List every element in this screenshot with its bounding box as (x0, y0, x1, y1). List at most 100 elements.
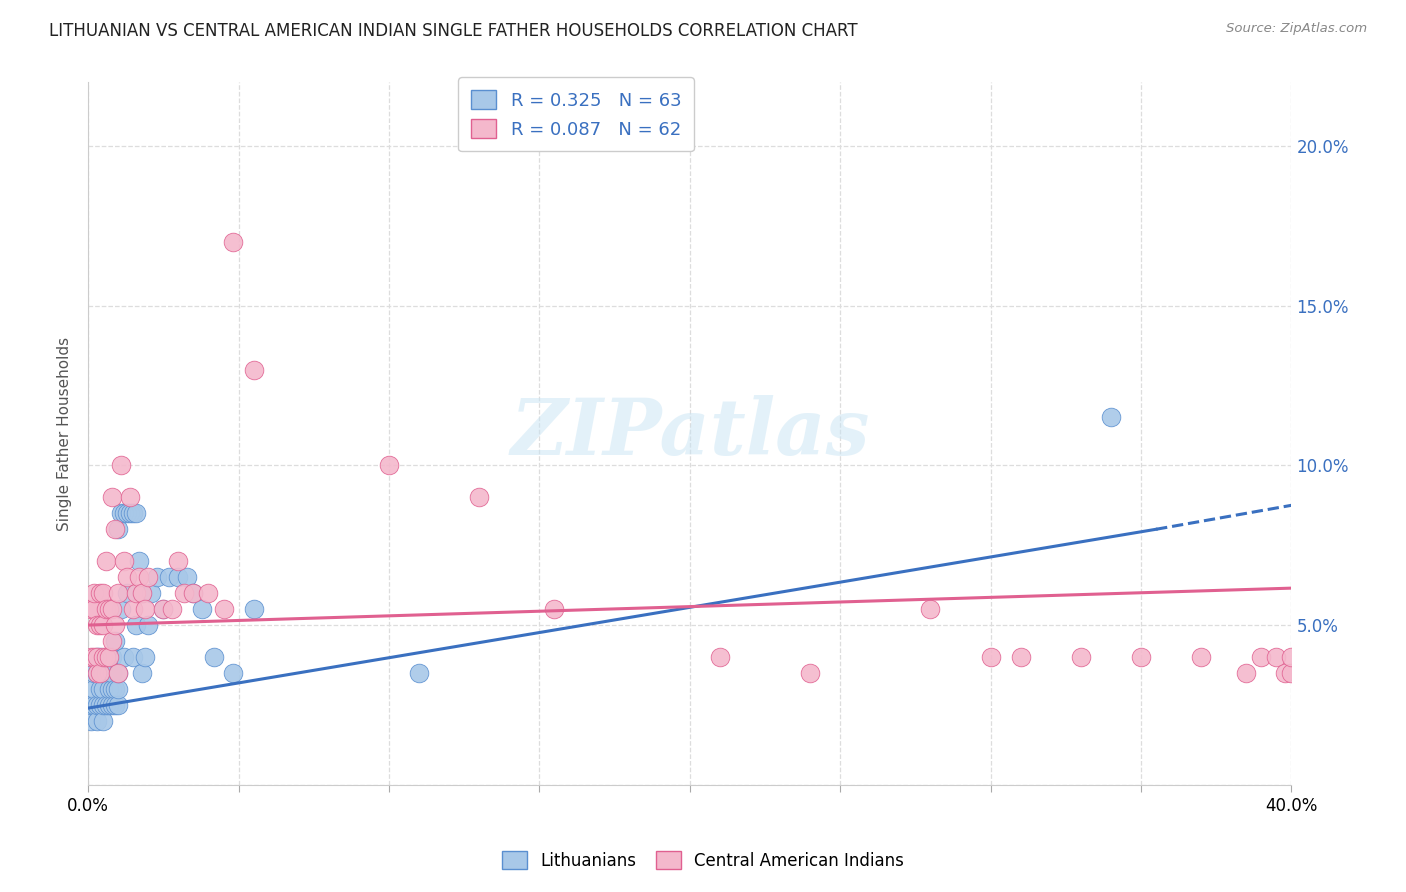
Point (146, 570, 169, 584)
Point (408, 665, 430, 680)
Point (96, 698, 118, 712)
Point (80, 698, 103, 712)
Point (1234, 665, 1257, 680)
Point (543, 602, 565, 616)
Point (799, 665, 821, 680)
Point (80, 650, 103, 665)
Point (242, 362, 264, 376)
Point (141, 586, 163, 600)
Point (122, 506, 145, 520)
Point (89, 618, 111, 632)
Point (98, 665, 121, 680)
Point (167, 570, 190, 584)
Point (152, 602, 174, 616)
Point (98, 698, 121, 712)
Point (80, 714, 103, 728)
Point (86, 665, 108, 680)
Point (134, 602, 156, 616)
Point (1265, 650, 1288, 665)
Point (131, 586, 153, 600)
Point (1130, 650, 1153, 665)
Point (1070, 650, 1092, 665)
Point (86, 650, 108, 665)
Point (96, 602, 118, 616)
Point (89, 665, 111, 680)
Point (101, 491, 124, 505)
Text: ZIPatlas: ZIPatlas (510, 395, 869, 472)
Point (91, 681, 114, 696)
Point (167, 554, 190, 568)
Point (128, 570, 150, 584)
Point (104, 698, 127, 712)
Point (91, 618, 114, 632)
Point (98, 602, 121, 616)
Point (107, 665, 129, 680)
Point (162, 602, 184, 616)
Point (89, 681, 111, 696)
Point (98, 650, 121, 665)
Point (709, 650, 731, 665)
Point (89, 698, 111, 712)
Point (117, 506, 139, 520)
Point (86, 714, 108, 728)
Point (117, 586, 139, 600)
Point (176, 570, 198, 584)
Point (107, 681, 129, 696)
Point (110, 602, 132, 616)
Point (122, 602, 145, 616)
Point (120, 491, 142, 505)
Point (378, 458, 401, 473)
Point (120, 506, 142, 520)
Point (128, 554, 150, 568)
Point (112, 650, 135, 665)
Point (980, 650, 1002, 665)
Point (468, 491, 491, 505)
Point (131, 665, 153, 680)
Point (86, 650, 108, 665)
Point (117, 570, 139, 584)
Point (98, 650, 121, 665)
Point (1010, 650, 1032, 665)
Point (1250, 650, 1272, 665)
Text: Source: ZipAtlas.com: Source: ZipAtlas.com (1226, 22, 1367, 36)
Point (1274, 665, 1296, 680)
Point (131, 586, 153, 600)
Point (1189, 650, 1212, 665)
Point (112, 506, 135, 520)
Point (80, 602, 103, 616)
Point (86, 665, 108, 680)
Point (212, 602, 235, 616)
Point (83, 665, 105, 680)
Point (1281, 665, 1303, 680)
Point (122, 650, 145, 665)
Point (107, 586, 129, 600)
Point (183, 586, 205, 600)
Legend: R = 0.325   N = 63, R = 0.087   N = 62: R = 0.325 N = 63, R = 0.087 N = 62 (458, 77, 693, 152)
Point (89, 650, 111, 665)
Point (101, 665, 124, 680)
Point (221, 665, 243, 680)
Point (96, 665, 118, 680)
Point (125, 506, 148, 520)
Point (101, 698, 124, 712)
Point (204, 650, 226, 665)
Point (83, 681, 105, 696)
Point (83, 650, 105, 665)
Point (91, 665, 114, 680)
Point (91, 714, 114, 728)
Point (1281, 650, 1303, 665)
Point (191, 602, 214, 616)
Point (104, 634, 127, 648)
Point (101, 602, 124, 616)
Point (125, 586, 148, 600)
Point (107, 522, 129, 536)
Point (83, 586, 105, 600)
Point (101, 681, 124, 696)
Point (91, 586, 114, 600)
Point (125, 618, 148, 632)
Point (101, 634, 124, 648)
Point (920, 602, 942, 616)
Point (89, 586, 111, 600)
Point (136, 570, 159, 584)
Point (173, 586, 195, 600)
